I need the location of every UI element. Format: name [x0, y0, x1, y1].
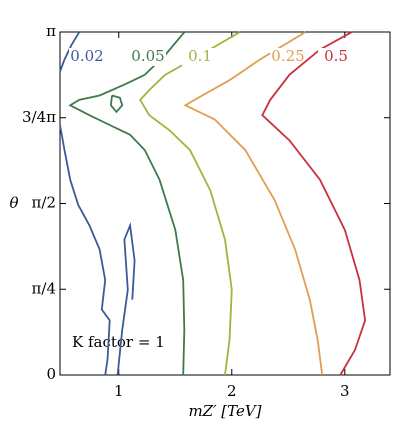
contour-label: 0.02 — [70, 47, 103, 65]
contour-label-bg — [318, 48, 354, 66]
y-tick-label: π/2 — [32, 194, 56, 212]
x-tick-label: 1 — [114, 382, 124, 400]
y-tick-label: 0 — [46, 365, 56, 383]
y-axis-label: θ — [9, 194, 18, 212]
contour-label: 0.5 — [324, 47, 348, 65]
contour-label-bg — [182, 48, 218, 66]
y-tick-label: 3/4π — [22, 108, 56, 126]
x-axis-label: mZ′ [TeV] — [188, 402, 261, 420]
contour-label: 0.05 — [131, 47, 164, 65]
y-tick-label: π/4 — [32, 279, 56, 297]
x-tick-label: 3 — [340, 382, 350, 400]
contour-line — [261, 31, 367, 376]
contour-line — [183, 31, 324, 376]
annotation: K factor = 1 — [72, 333, 165, 351]
x-tick-label: 2 — [227, 382, 237, 400]
y-tick-label: π — [46, 22, 56, 40]
contour-line — [68, 31, 186, 376]
contour-line — [59, 31, 136, 376]
contour-label-bg — [270, 48, 306, 66]
contour-line — [139, 31, 241, 376]
contour-label: 0.1 — [188, 47, 212, 65]
contour-label: 0.25 — [271, 47, 304, 65]
contour-label-bg — [69, 48, 105, 66]
contour-label-bg — [130, 48, 166, 66]
